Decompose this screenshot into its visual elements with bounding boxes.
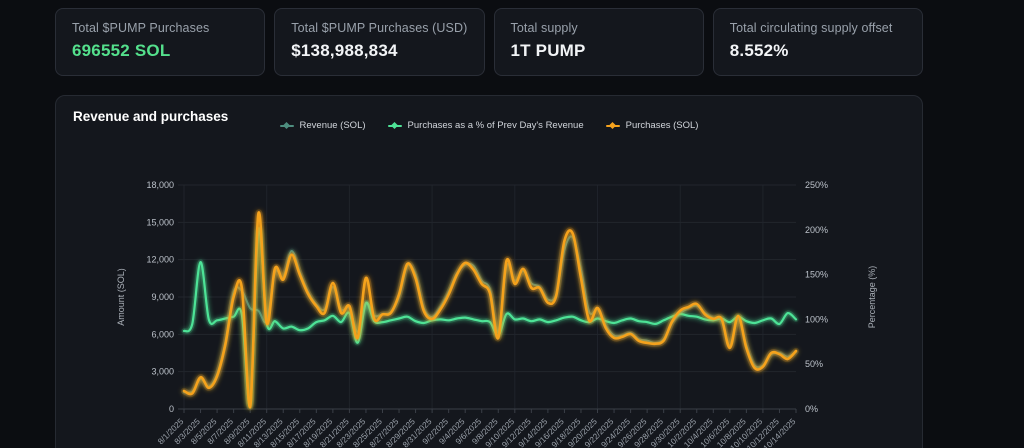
stat-card-total-purchases: Total $PUMP Purchases 696552 SOL xyxy=(55,8,266,76)
stat-card-value: 8.552% xyxy=(729,41,789,60)
chart-series xyxy=(180,209,800,411)
legend-label: Revenue (SOL) xyxy=(299,120,366,131)
svg-text:Percentage (%): Percentage (%) xyxy=(867,266,877,329)
svg-text:15,000: 15,000 xyxy=(146,217,174,227)
stat-cards-row: Total $PUMP Purchases 696552 SOL Total $… xyxy=(55,8,923,76)
stat-card-label: Total supply xyxy=(510,21,578,35)
chart-legend: Revenue (SOL) Purchases as a % of Prev D… xyxy=(56,120,922,131)
chart-axes: 0 3,000 6,000 9,000 12,000 15,000 18,000 0% 50% 1… xyxy=(116,180,877,448)
svg-text:12,000: 12,000 xyxy=(146,255,174,265)
stat-card-value: 696552 SOL xyxy=(72,41,171,60)
stat-card-total-purchases-usd: Total $PUMP Purchases (USD) $138,988,834 xyxy=(274,8,485,76)
stat-card-label: Total circulating supply offset xyxy=(729,21,893,35)
legend-marker-icon xyxy=(279,121,294,130)
stat-card-label: Total $PUMP Purchases xyxy=(72,21,210,35)
stat-card-total-supply: Total supply 1T PUMP xyxy=(493,8,704,76)
legend-label: Purchases as a % of Prev Day's Revenue xyxy=(407,120,584,131)
chart-title: Revenue and purchases xyxy=(73,109,229,124)
svg-text:Amount (SOL): Amount (SOL) xyxy=(116,268,126,326)
chart-gridlines xyxy=(178,184,796,410)
svg-text:50%: 50% xyxy=(805,359,823,369)
svg-text:250%: 250% xyxy=(805,180,828,190)
legend-item-purchases-pct[interactable]: Purchases as a % of Prev Day's Revenue xyxy=(387,120,584,131)
legend-marker-icon xyxy=(387,121,402,130)
svg-text:9,000: 9,000 xyxy=(151,292,174,302)
svg-text:100%: 100% xyxy=(805,314,828,324)
stat-card-label: Total $PUMP Purchases (USD) xyxy=(291,21,468,35)
stat-card-circulating-offset: Total circulating supply offset 8.552% xyxy=(712,8,923,76)
svg-text:150%: 150% xyxy=(805,270,828,280)
svg-text:3,000: 3,000 xyxy=(151,367,174,377)
legend-marker-icon xyxy=(605,121,620,130)
revenue-purchases-card: Revenue and purchases Revenue (SOL) Purc… xyxy=(55,95,923,448)
legend-label: Purchases (SOL) xyxy=(625,120,699,131)
svg-text:200%: 200% xyxy=(805,225,828,235)
svg-text:18,000: 18,000 xyxy=(146,180,174,190)
svg-text:6,000: 6,000 xyxy=(151,329,174,339)
stat-card-value: $138,988,834 xyxy=(291,41,398,60)
svg-text:0%: 0% xyxy=(805,404,818,414)
revenue-purchases-chart[interactable]: 0 3,000 6,000 9,000 12,000 15,000 18,000 0% 50% 1… xyxy=(56,96,922,448)
legend-item-purchases-sol[interactable]: Purchases (SOL) xyxy=(605,120,699,131)
svg-text:0: 0 xyxy=(169,404,174,414)
stat-card-value: 1T PUMP xyxy=(510,41,586,60)
legend-item-revenue-sol[interactable]: Revenue (SOL) xyxy=(279,120,366,131)
